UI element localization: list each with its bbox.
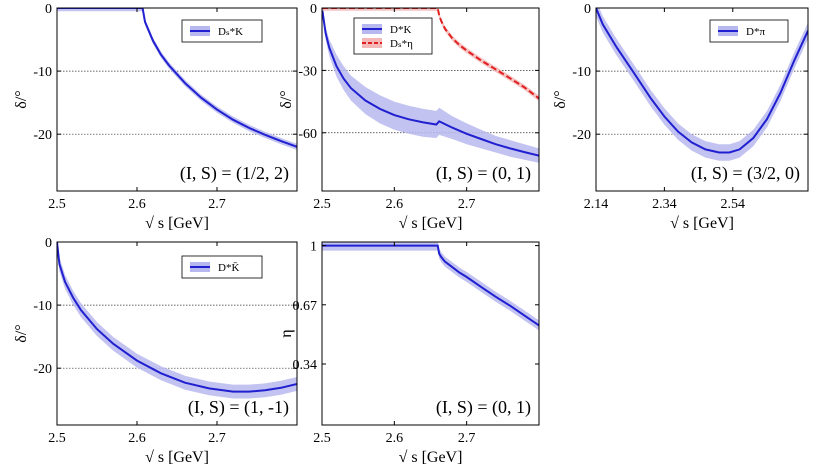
y-tick-label: -20 [33, 128, 52, 143]
x-tick-label: 2.7 [458, 431, 476, 446]
panel-annotation: (I, S) = (1, -1) [188, 397, 289, 418]
chart-panel-1: 2.5 2.6 2.7 0 -10 -20 √ s [GeV] δ/° (I, S) = (1/… [13, 2, 298, 232]
series-line [57, 242, 297, 393]
plot-frame [56, 241, 298, 426]
x-tick-label: 2.5 [48, 431, 66, 446]
x-axis-label: √ s [GeV] [670, 215, 734, 232]
plot-area [322, 8, 539, 163]
series-band [322, 242, 539, 331]
plot-frame [321, 241, 540, 426]
x-axis-label: √ s [GeV] [145, 449, 209, 466]
legend: D*K̄ [181, 255, 263, 279]
y-tick-label: -10 [33, 65, 52, 80]
y-axis-label: δ/° [13, 324, 30, 342]
plot-area [596, 8, 808, 161]
x-tick-label: 2.6 [128, 431, 146, 446]
x-axis-label: √ s [GeV] [399, 215, 463, 232]
plot-frame [56, 7, 298, 192]
series-band [57, 8, 297, 150]
legend-label: D*K [390, 24, 411, 36]
series-band [322, 8, 539, 163]
chart-panel-4: 2.5 2.6 2.7 0 -10 -20 √ s [GeV] δ/° (I, S) = (1,… [13, 236, 298, 466]
y-axis-label: δ/° [13, 90, 30, 108]
y-tick-label: 0 [45, 236, 52, 251]
legend-box [181, 255, 263, 279]
x-tick-label: 2.5 [313, 197, 331, 212]
plot-area [322, 242, 539, 331]
x-axis-label: √ s [GeV] [145, 215, 209, 232]
legend-label: D*π [746, 26, 765, 38]
y-tick-label: -20 [572, 128, 591, 143]
chart-panel-2: 2.5 2.6 2.7 0 -30 -60 √ s [GeV] δ/° (I, S) = (0,… [278, 2, 540, 232]
y-tick-label: -10 [33, 299, 52, 314]
x-tick-label: 2.7 [458, 197, 476, 212]
x-tick-label: 2.6 [128, 197, 146, 212]
y-tick-label: 1 [310, 240, 317, 255]
series-band [596, 8, 808, 161]
series-line [322, 8, 539, 157]
series-line [596, 8, 808, 154]
plot-frame [595, 7, 809, 192]
y-tick-label: -30 [298, 64, 317, 79]
plot-area [57, 242, 297, 399]
x-tick-label: 2.7 [208, 197, 226, 212]
y-tick-label: 0 [310, 2, 317, 17]
y-tick-label: 0 [45, 2, 52, 17]
panel-annotation: (I, S) = (1/2, 2) [180, 163, 289, 184]
x-tick-label: 2.7 [208, 431, 226, 446]
panel-annotation: (I, S) = (0, 1) [436, 397, 531, 418]
y-tick-label: 0.67 [293, 299, 318, 314]
y-tick-label: 0.34 [293, 358, 318, 373]
y-tick-label: -10 [572, 65, 591, 80]
x-tick-label: 2.6 [386, 197, 404, 212]
x-tick-label: 2.6 [386, 431, 404, 446]
x-tick-label: 2.54 [721, 197, 746, 212]
series-line [322, 8, 539, 100]
legend: D*K Dₛ*η [353, 17, 433, 55]
chart-panel-5: 2.5 2.6 2.7 1 0.67 0.34 √ s [GeV] η (I, S) = (0,… [278, 240, 540, 466]
y-tick-label: -60 [298, 127, 317, 142]
series-line [57, 8, 297, 148]
chart-panel-3: 2.14 2.34 2.54 0 -10 -20 √ s [GeV] δ/° (I, S) = … [552, 2, 809, 232]
series-band [57, 242, 297, 399]
plot-area [57, 8, 297, 150]
x-tick-label: 2.14 [584, 197, 609, 212]
legend-label: Dₛ*η [390, 38, 413, 50]
x-tick-label: 2.5 [48, 197, 66, 212]
series-line [322, 244, 539, 327]
plot-frame [321, 7, 540, 192]
legend-label: Dₛ*K [218, 26, 243, 38]
y-axis-label: η [278, 329, 295, 337]
panel-annotation: (I, S) = (3/2, 0) [691, 163, 800, 184]
legend-label: D*K̄ [218, 262, 239, 274]
legend-box [709, 19, 789, 43]
y-axis-label: δ/° [552, 90, 569, 108]
legend: D*π [709, 19, 789, 43]
x-tick-label: 2.34 [652, 197, 677, 212]
x-axis-label: √ s [GeV] [399, 449, 463, 466]
legend: Dₛ*K [181, 19, 263, 43]
x-tick-label: 2.5 [313, 431, 331, 446]
y-axis-label: δ/° [278, 90, 295, 108]
y-tick-label: 0 [584, 2, 591, 17]
y-tick-label: -20 [33, 362, 52, 377]
panel-annotation: (I, S) = (0, 1) [436, 163, 531, 184]
legend-box [181, 19, 263, 43]
